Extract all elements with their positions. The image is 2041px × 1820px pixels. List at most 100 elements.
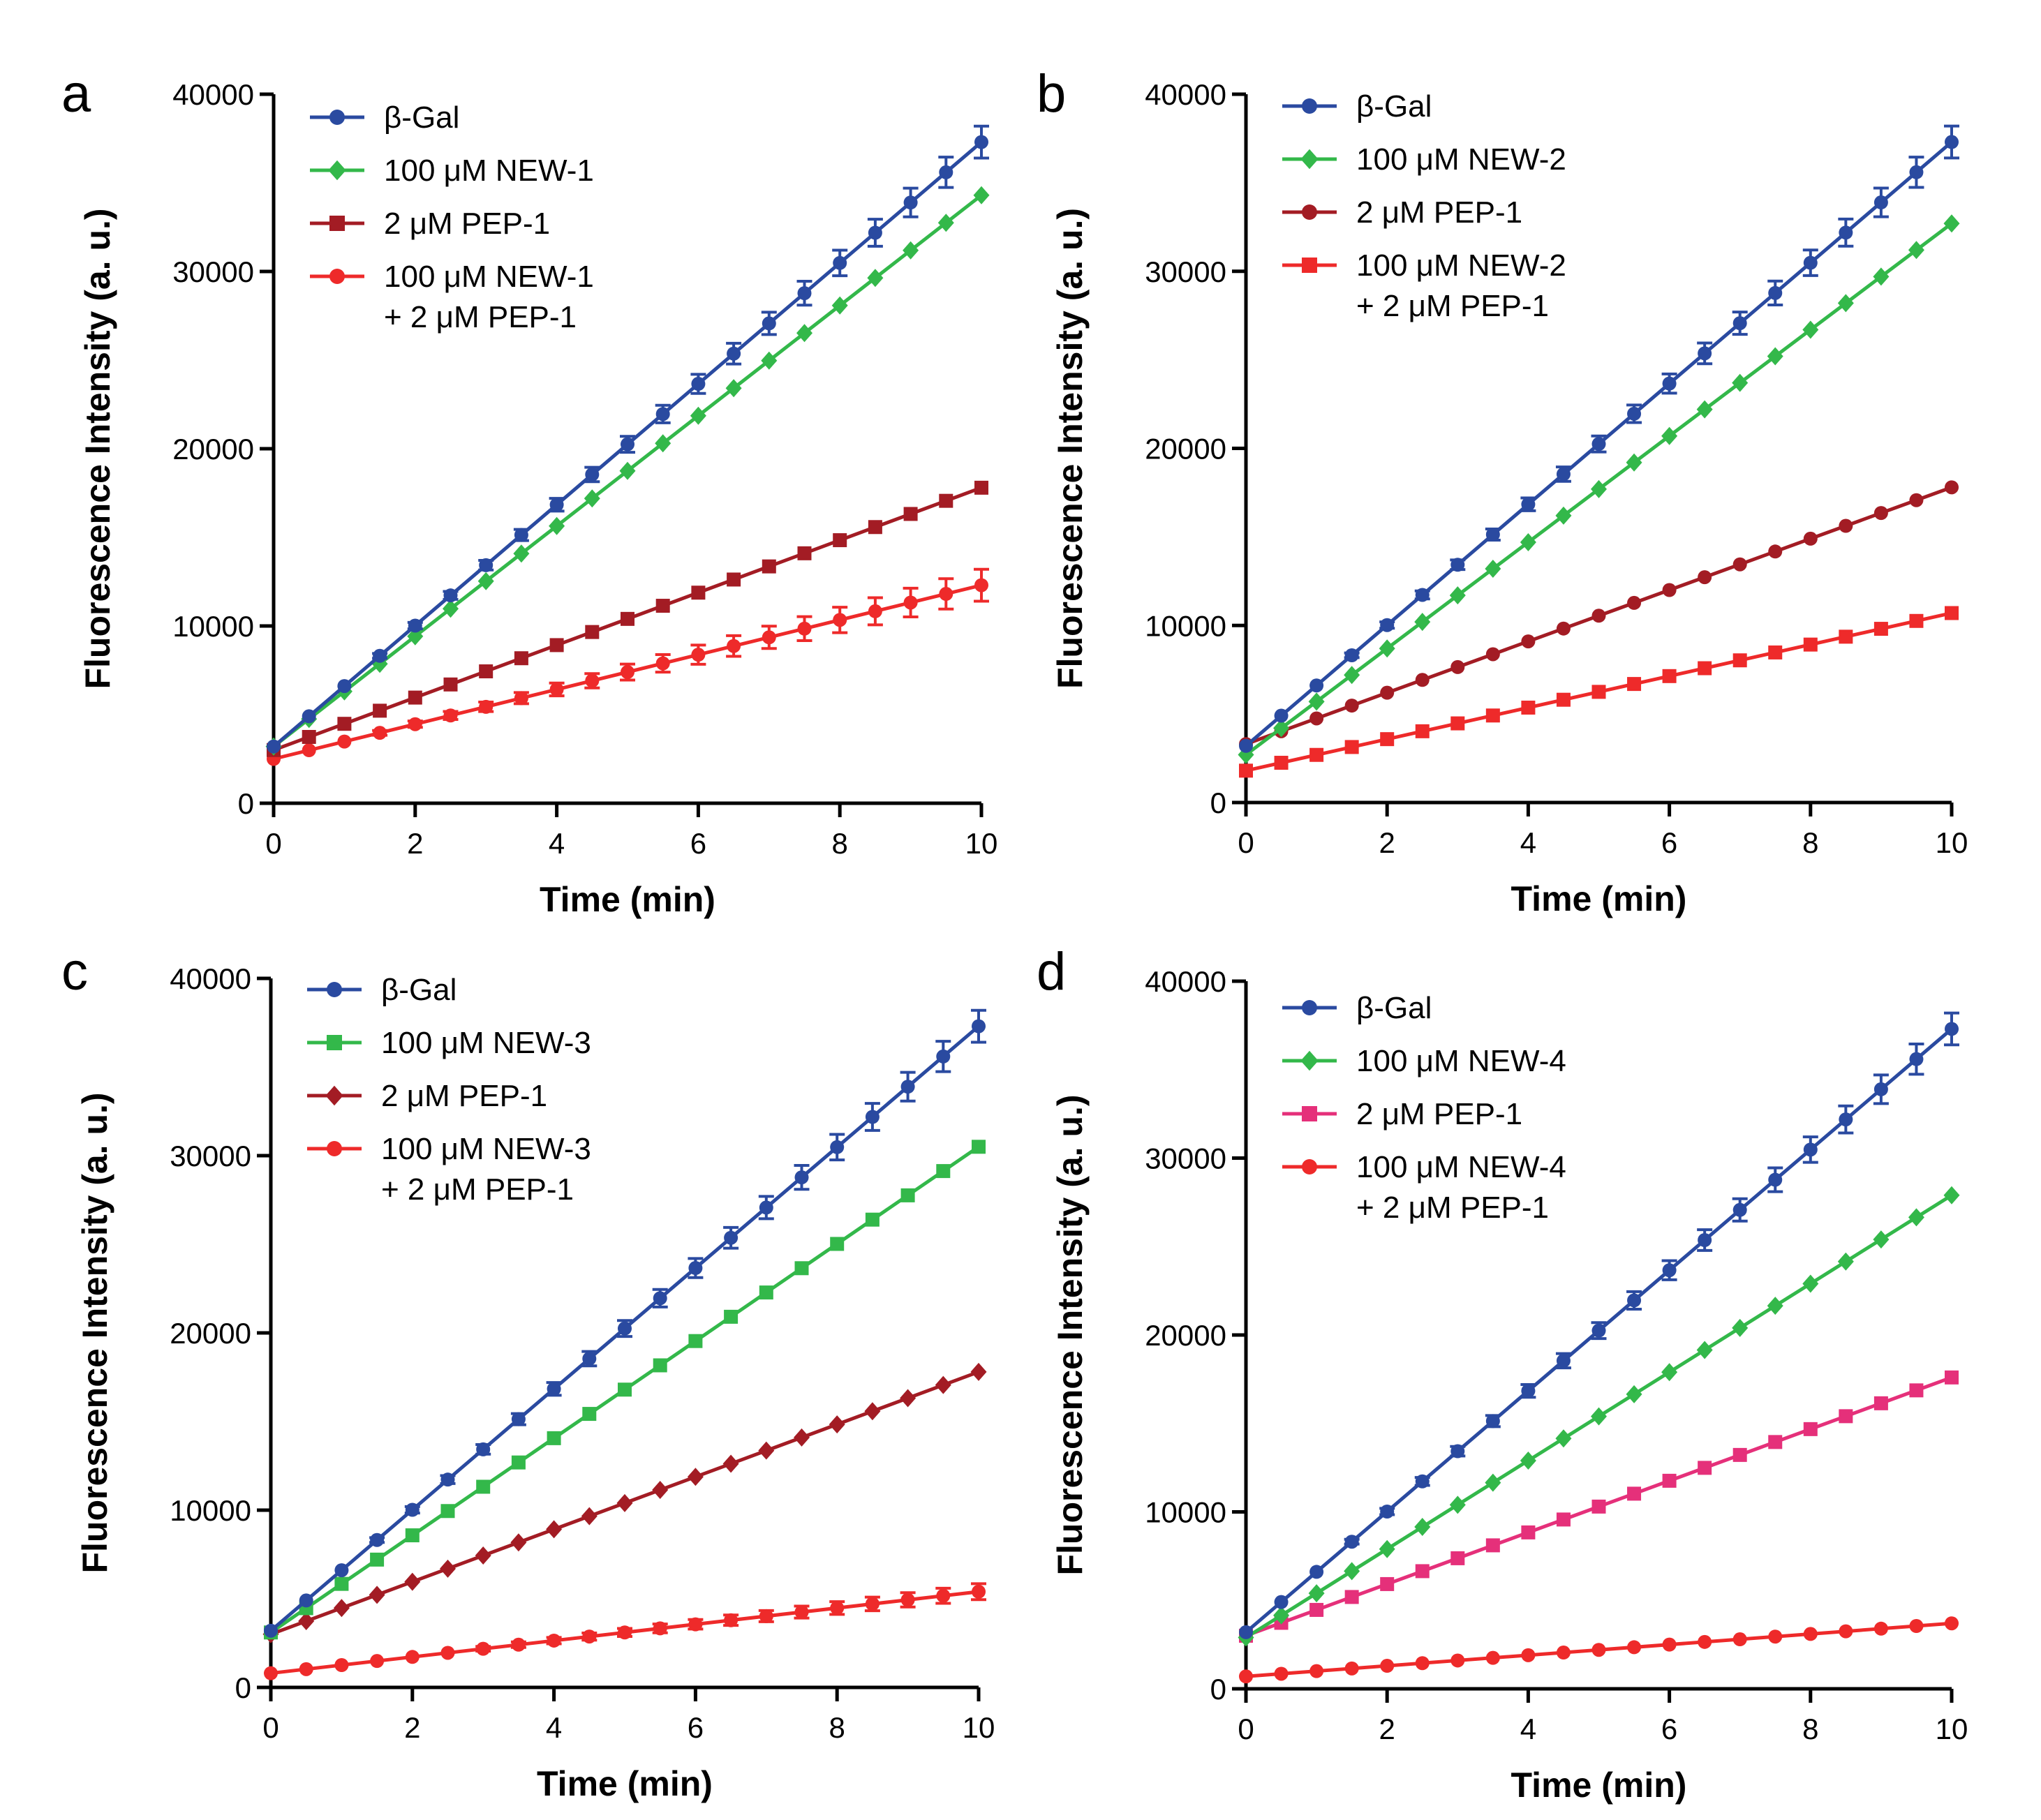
data-point	[440, 1559, 456, 1578]
data-point	[1239, 738, 1253, 753]
legend-item: β-Gal	[1282, 991, 1432, 1025]
x-tick-label: 8	[829, 1711, 845, 1744]
data-point	[829, 1415, 845, 1434]
data-point	[833, 533, 847, 548]
x-tick-label: 0	[1238, 826, 1254, 859]
data-point	[1485, 1650, 1500, 1665]
data-point	[1380, 1504, 1395, 1519]
data-point	[1873, 195, 1888, 210]
data-point	[373, 726, 387, 740]
data-point	[1662, 583, 1677, 597]
data-point	[370, 1654, 385, 1669]
data-point	[440, 1472, 455, 1487]
data-point	[1768, 1435, 1783, 1449]
data-point	[758, 1441, 775, 1460]
data-point	[1662, 1637, 1677, 1652]
legend-label: β-Gal	[1356, 89, 1432, 124]
data-point	[972, 1019, 986, 1034]
legend-marker	[1302, 98, 1317, 114]
data-point	[1873, 506, 1888, 521]
series	[1239, 480, 1959, 752]
data-point	[724, 1613, 739, 1627]
data-point	[1661, 426, 1678, 445]
data-point	[370, 1552, 385, 1567]
data-point	[972, 1584, 986, 1599]
panel-letter: a	[61, 64, 91, 124]
data-point	[1626, 1385, 1642, 1403]
data-point	[1873, 1230, 1890, 1249]
data-point	[1450, 1551, 1465, 1565]
data-point	[1945, 1022, 1959, 1036]
legend-label: β-Gal	[384, 100, 459, 135]
x-tick-label: 8	[1802, 826, 1818, 859]
data-point	[476, 1479, 491, 1494]
data-point	[761, 351, 778, 370]
legend-marker	[1300, 1050, 1319, 1071]
data-point	[443, 708, 458, 723]
data-point	[1768, 285, 1783, 300]
legend-item: 100 μM NEW-1	[310, 154, 594, 188]
x-axis-title: Time (min)	[1511, 879, 1687, 918]
data-point	[1591, 685, 1606, 699]
legend-item: 100 μM NEW-2	[1282, 142, 1566, 177]
x-tick-label: 4	[1520, 826, 1536, 859]
data-point	[1450, 1444, 1465, 1459]
data-point	[833, 613, 847, 627]
data-point	[547, 1431, 561, 1445]
data-point	[1803, 1142, 1818, 1157]
data-point	[900, 1080, 915, 1094]
data-point	[1415, 1564, 1430, 1579]
data-point	[1521, 1384, 1536, 1398]
y-tick-label: 20000	[1145, 1319, 1226, 1352]
legend-item: 2 μM PEP-1	[1282, 195, 1522, 230]
legend-item: 100 μM NEW-3 + 2 μM PEP-1	[307, 1132, 591, 1207]
data-point	[514, 691, 528, 706]
legend-label-line: 100 μM NEW-3	[381, 1026, 591, 1060]
y-tick-label: 0	[1210, 1673, 1226, 1706]
legend-label-line: β-Gal	[1356, 991, 1432, 1025]
data-point	[727, 572, 741, 587]
legend: β-Gal 100 μM NEW-1 2 μM PEP-1 100 μM NEW-1 +…	[310, 100, 594, 334]
data-point	[1943, 214, 1960, 233]
data-point	[621, 665, 634, 680]
legend-label-line: + 2 μM PEP-1	[1356, 289, 1549, 323]
data-point	[1943, 1186, 1960, 1204]
data-point	[1449, 586, 1466, 605]
data-point	[1768, 1629, 1783, 1644]
data-point	[939, 165, 953, 179]
legend-label-line: + 2 μM PEP-1	[1356, 1191, 1549, 1225]
data-point	[797, 621, 812, 636]
y-tick-label: 30000	[170, 1140, 251, 1172]
data-point	[1696, 1341, 1713, 1359]
data-point	[621, 611, 634, 626]
y-tick-label: 0	[1210, 786, 1226, 819]
data-point	[549, 498, 564, 512]
data-point	[937, 214, 954, 232]
data-point	[1732, 1318, 1749, 1337]
series	[265, 186, 990, 756]
data-point	[725, 379, 742, 398]
series	[1239, 606, 1959, 778]
data-point	[724, 1230, 739, 1245]
data-point	[1344, 648, 1359, 663]
data-point	[1449, 1495, 1466, 1514]
data-point	[652, 1481, 669, 1500]
data-point	[479, 664, 493, 679]
data-point	[797, 546, 812, 560]
data-point	[1521, 634, 1536, 649]
data-point	[547, 1633, 561, 1648]
x-tick-label: 6	[1661, 826, 1677, 859]
data-point	[970, 1362, 987, 1381]
panel-letter: c	[61, 942, 88, 1001]
data-point	[1415, 1474, 1430, 1489]
data-point	[1273, 1606, 1290, 1625]
data-point	[653, 1291, 667, 1306]
data-point	[1380, 1659, 1395, 1673]
legend-marker	[327, 1141, 342, 1156]
legend-label: β-Gal	[1356, 991, 1432, 1025]
data-point	[585, 467, 600, 482]
data-point	[616, 1493, 633, 1512]
data-point	[547, 1382, 561, 1396]
data-point	[900, 1188, 915, 1202]
